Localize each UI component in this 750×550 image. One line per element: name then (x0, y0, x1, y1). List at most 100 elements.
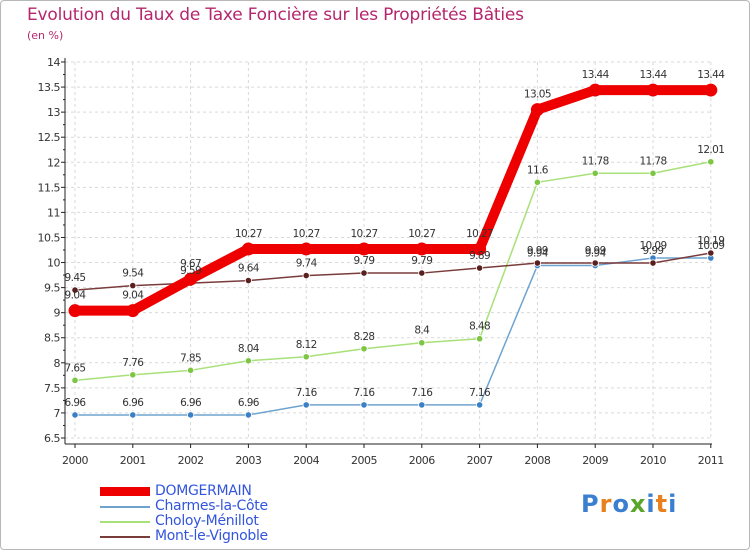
y-tick-label: 12 (47, 156, 60, 169)
data-label: 9.99 (643, 245, 664, 257)
data-label: 6.96 (122, 397, 144, 409)
data-point (71, 286, 79, 294)
chart-title: Evolution du Taux de Taxe Foncière sur l… (27, 5, 524, 25)
legend-item: Choloy-Ménillot (100, 513, 360, 529)
x-tick-label: 2010 (640, 454, 666, 467)
logo-letter: x (629, 490, 647, 518)
data-label: 10.27 (466, 228, 493, 240)
logo-letter: r (599, 490, 613, 518)
data-label: 10.09 (697, 240, 724, 252)
y-tick-label: 14 (47, 56, 60, 69)
y-tick-label: 13.5 (38, 81, 61, 94)
logo-letter: o (612, 490, 630, 518)
x-tick-label: 2005 (351, 454, 377, 467)
data-label: 9.64 (238, 263, 260, 275)
y-tick-label: 8 (54, 357, 61, 370)
data-label: 13.44 (697, 69, 725, 81)
data-point (184, 272, 198, 286)
data-point (357, 242, 371, 256)
data-label: 9.59 (180, 265, 201, 277)
data-label: 9.67 (180, 258, 201, 270)
legend-item: Charmes-la-Côte (100, 498, 360, 514)
data-label: 9.99 (585, 245, 606, 257)
data-point (646, 83, 660, 97)
data-label: 7.16 (469, 387, 491, 399)
data-point (302, 401, 310, 409)
data-point (360, 345, 368, 353)
chart-subtitle: (en %) (27, 29, 64, 42)
chart-legend: DOMGERMAIN Charmes-la-Côte Choloy-Ménillot… (100, 483, 360, 544)
data-point (299, 242, 313, 256)
data-point (530, 103, 544, 117)
data-label: 11.78 (639, 155, 666, 167)
data-label: 9.89 (469, 250, 490, 262)
data-label: 6.96 (238, 397, 260, 409)
data-label: 9.79 (354, 255, 375, 267)
data-point (533, 259, 542, 267)
data-point (473, 242, 487, 256)
data-point (704, 83, 718, 97)
x-tick-label: 2001 (120, 454, 146, 467)
logo-letter: P (581, 490, 600, 518)
data-point (129, 371, 137, 379)
legend-label: DOMGERMAIN (155, 483, 252, 499)
y-tick-label: 7.5 (44, 382, 60, 395)
data-point (129, 411, 137, 419)
data-label: 9.45 (65, 272, 86, 284)
data-point (244, 276, 252, 285)
data-point (707, 158, 715, 166)
data-label: 7.65 (65, 362, 86, 374)
data-point (302, 353, 310, 361)
series-line-charmes-la-c-te (74, 257, 712, 416)
data-label: 6.96 (65, 397, 87, 409)
data-point (475, 264, 484, 272)
data-label: 8.4 (414, 325, 430, 337)
data-point (360, 401, 368, 409)
data-point (244, 357, 252, 365)
data-label: 9.99 (527, 245, 548, 257)
legend-label: Choloy-Ménillot (155, 513, 259, 529)
data-label: 7.16 (411, 387, 433, 399)
legend-swatch (100, 506, 150, 508)
y-tick-label: 8.5 (44, 332, 60, 345)
data-label: 10.27 (408, 228, 435, 240)
legend-item: Mont-le-Vignoble (100, 528, 360, 544)
data-label: 7.76 (122, 357, 144, 369)
data-point (591, 169, 599, 177)
series-line-domgermain (70, 85, 716, 316)
data-label: 8.04 (238, 343, 260, 355)
data-label: 8.48 (469, 321, 490, 333)
y-tick-label: 7 (54, 407, 61, 420)
data-label: 9.79 (411, 255, 432, 267)
y-tick-label: 11 (47, 206, 60, 219)
data-label: 13.44 (582, 69, 610, 81)
data-label: 12.01 (697, 144, 724, 156)
data-point (649, 259, 657, 267)
legend-swatch (100, 521, 150, 523)
proxiti-logo: Proxiti (581, 490, 677, 518)
data-label: 7.85 (180, 352, 201, 364)
legend-label: Mont-le-Vignoble (155, 528, 268, 544)
data-label: 9.04 (65, 290, 87, 302)
x-tick-label: 2004 (293, 454, 319, 467)
logo-letter: t (655, 490, 669, 518)
y-tick-label: 9 (54, 307, 61, 320)
data-label: 9.54 (122, 268, 144, 280)
data-label: 9.94 (585, 248, 607, 260)
y-tick-label: 11.5 (38, 181, 61, 194)
data-label: 10.09 (639, 240, 666, 252)
data-label: 9.74 (296, 258, 318, 270)
x-tick-label: 2006 (409, 454, 435, 467)
data-point (591, 259, 599, 267)
data-point (418, 339, 426, 347)
data-point (360, 269, 368, 277)
data-point (129, 281, 137, 290)
data-point (415, 242, 429, 256)
y-tick-label: 9.5 (44, 282, 60, 295)
data-point (187, 411, 195, 419)
data-label: 7.16 (354, 387, 376, 399)
data-label: 8.28 (354, 331, 375, 343)
legend-item: DOMGERMAIN (100, 483, 360, 499)
data-label: 9.04 (122, 290, 144, 302)
